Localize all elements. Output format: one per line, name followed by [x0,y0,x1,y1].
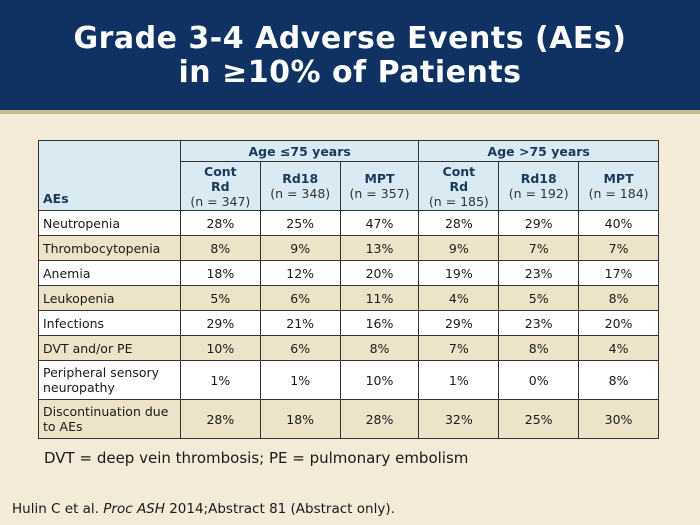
table-cell: 21% [259,310,341,336]
table-cell: 18% [179,260,261,286]
table-cell: 6% [259,335,341,361]
column-header: MPT (n = 357) [339,161,420,211]
row-label: DVT and/or PE [38,335,181,361]
table-cell: 18% [259,399,341,439]
title-divider [0,110,700,114]
table-cell: 32% [418,399,500,439]
column-header: MPT (n = 184) [578,161,659,211]
table-cell: 8% [578,285,659,311]
table-cell: 7% [418,335,500,361]
table-body: Neutropenia 28% 25% 47% 28% 29% 40% Thrombocyto… [38,210,659,439]
table-cell: 1% [179,360,261,400]
table-cell: 40% [578,210,659,236]
table-row: DVT and/or PE 10% 6% 8% 7% 8% 4% [38,335,659,361]
adverse-events-table: AEs Age ≤75 years Age >75 years Cont Rd (n… [38,140,659,439]
table-row: Leukopenia 5% 6% 11% 4% 5% 8% [38,285,659,311]
table-cell: 28% [179,210,261,236]
table-cell: 25% [498,399,580,439]
ae-column-header: AEs [38,140,181,211]
table-cell: 5% [498,285,580,311]
table-cell: 25% [259,210,341,236]
table-cell: 23% [498,260,580,286]
table-cell: 12% [259,260,341,286]
table-cell: 4% [418,285,500,311]
table-cell: 8% [498,335,580,361]
column-header: Rd18 (n = 348) [259,161,341,211]
table-cell: 9% [418,235,500,261]
table-cell: 47% [339,210,420,236]
page-title-line-2: in ≥10% of Patients [178,55,522,90]
table-cell: 16% [339,310,420,336]
row-label: Thrombocytopenia [38,235,181,261]
row-label: Peripheral sensory neuropathy [38,360,181,400]
table-cell: 8% [339,335,420,361]
row-label: Anemia [38,260,181,286]
table-cell: 29% [418,310,500,336]
table-row: Thrombocytopenia 8% 9% 13% 9% 7% 7% [38,235,659,261]
group-header-age-gt-75: Age >75 years [418,140,659,162]
table-cell: 1% [259,360,341,400]
table-row: Infections 29% 21% 16% 29% 23% 20% [38,310,659,336]
table-cell: 23% [498,310,580,336]
row-label: Neutropenia [38,210,181,236]
table-cell: 1% [418,360,500,400]
table-cell: 17% [578,260,659,286]
row-label: Infections [38,310,181,336]
table-cell: 19% [418,260,500,286]
column-header: Cont Rd (n = 185) [418,161,500,211]
table-cell: 20% [339,260,420,286]
table-cell: 13% [339,235,420,261]
citation-authors: Hulin C et al. [12,501,104,517]
table-cell: 28% [418,210,500,236]
table-cell: 10% [179,335,261,361]
table-cell: 7% [578,235,659,261]
table-cell: 11% [339,285,420,311]
table-cell: 7% [498,235,580,261]
citation: Hulin C et al. Proc ASH 2014;Abstract 81… [12,501,395,517]
abbreviation-footnote: DVT = deep vein thrombosis; PE = pulmona… [44,449,469,467]
table-cell: 5% [179,285,261,311]
table-row: Anemia 18% 12% 20% 19% 23% 17% [38,260,659,286]
table-cell: 29% [179,310,261,336]
citation-journal: Proc ASH [103,501,165,517]
table-cell: 6% [259,285,341,311]
table-row: Discontinuation due to AEs 28% 18% 28% 32% 25… [38,399,659,439]
title-banner: Grade 3-4 Adverse Events (AEs) in ≥10% o… [0,0,700,110]
column-header-row: Cont Rd (n = 347) Rd18 (n = 348) MPT (n = 35… [38,161,659,211]
table-cell: 8% [179,235,261,261]
table-cell: 4% [578,335,659,361]
table-cell: 30% [578,399,659,439]
table-row: Peripheral sensory neuropathy 1% 1% 10% 1% 0%… [38,360,659,400]
row-label: Discontinuation due to AEs [38,399,181,439]
group-header-age-le-75: Age ≤75 years [179,140,420,162]
table-cell: 28% [179,399,261,439]
row-label: Leukopenia [38,285,181,311]
table-cell: 10% [339,360,420,400]
column-header: Rd18 (n = 192) [498,161,580,211]
group-header-row: AEs Age ≤75 years Age >75 years [38,140,659,211]
table-cell: 0% [498,360,580,400]
column-header: Cont Rd (n = 347) [179,161,261,211]
table-cell: 29% [498,210,580,236]
table-cell: 8% [578,360,659,400]
citation-details: 2014;Abstract 81 (Abstract only). [164,501,395,517]
table-row: Neutropenia 28% 25% 47% 28% 29% 40% [38,210,659,236]
table-cell: 9% [259,235,341,261]
table-cell: 28% [339,399,420,439]
page-title-line-1: Grade 3-4 Adverse Events (AEs) [73,21,627,56]
table-cell: 20% [578,310,659,336]
